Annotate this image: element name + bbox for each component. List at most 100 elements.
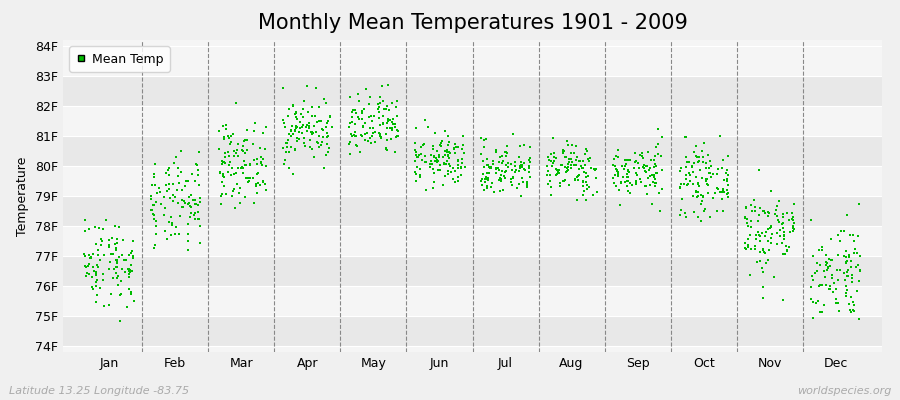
Point [607, 174, 621, 181]
Point [323, 113, 338, 120]
Point [147, 202, 161, 208]
Point [188, 200, 202, 207]
Point [703, 158, 717, 164]
Point [320, 134, 334, 140]
Point [568, 175, 582, 182]
Point [840, 273, 854, 280]
Point [495, 153, 509, 159]
Point [158, 228, 172, 234]
Point [162, 219, 176, 226]
Point [691, 158, 706, 165]
Point [386, 120, 400, 127]
Point [698, 165, 713, 172]
Point [691, 214, 706, 221]
Point [229, 100, 243, 106]
Point [632, 164, 646, 171]
Point [742, 232, 757, 239]
Point [480, 175, 494, 182]
Point [456, 132, 471, 139]
Point [821, 264, 835, 270]
Point [786, 214, 800, 220]
Point [696, 153, 710, 160]
Point [104, 235, 119, 242]
Point [408, 169, 422, 175]
Point [94, 257, 108, 263]
Point [614, 179, 628, 185]
Point [184, 192, 199, 198]
Point [433, 167, 447, 173]
Point [833, 267, 848, 274]
Point [554, 162, 569, 168]
Point [560, 138, 574, 144]
Point [677, 181, 691, 188]
Point [296, 106, 310, 112]
Point [759, 229, 773, 236]
Point [281, 136, 295, 143]
Point [310, 139, 324, 145]
Point [829, 286, 843, 292]
Point [413, 150, 428, 157]
Point [447, 141, 462, 148]
Point [358, 119, 373, 126]
Point [752, 233, 767, 240]
Point [752, 212, 767, 218]
Point [563, 156, 578, 162]
Point [148, 182, 162, 188]
Point [188, 178, 202, 184]
Point [549, 172, 563, 178]
Point [558, 164, 572, 170]
Point [424, 151, 438, 158]
Point [165, 220, 179, 226]
Point [744, 202, 759, 208]
Point [776, 251, 790, 257]
Point [228, 205, 242, 211]
Point [635, 150, 650, 156]
Point [844, 279, 859, 285]
Text: worldspecies.org: worldspecies.org [796, 386, 891, 396]
Point [148, 242, 162, 248]
Point [238, 175, 253, 181]
Point [360, 130, 374, 136]
Point [546, 159, 561, 166]
Point [351, 114, 365, 120]
Point [716, 156, 730, 163]
Point [373, 114, 387, 121]
Point [148, 223, 163, 229]
Point [653, 153, 668, 160]
Point [456, 150, 471, 156]
Point [649, 144, 663, 150]
Point [700, 180, 715, 187]
Point [294, 124, 309, 130]
Point [365, 132, 380, 139]
Point [81, 263, 95, 269]
Point [828, 300, 842, 306]
Point [230, 147, 244, 153]
Point [228, 171, 242, 178]
Point [95, 270, 110, 277]
Point [580, 186, 594, 192]
Point [643, 182, 657, 188]
Point [125, 248, 140, 254]
Point [212, 170, 227, 176]
Point [679, 134, 693, 140]
Point [373, 122, 387, 129]
Point [574, 163, 589, 169]
Point [322, 145, 337, 152]
Point [356, 123, 370, 130]
Point [104, 251, 118, 258]
Point [451, 165, 465, 171]
Point [375, 112, 390, 119]
Point [309, 129, 323, 136]
Point [215, 161, 230, 168]
Point [561, 167, 575, 173]
Point [674, 165, 688, 172]
Point [696, 192, 710, 199]
Point [847, 250, 861, 256]
Point [237, 158, 251, 164]
Point [758, 210, 772, 217]
Point [647, 172, 662, 179]
Point [193, 239, 207, 246]
Point [122, 266, 137, 272]
Point [221, 152, 236, 159]
Point [775, 221, 789, 227]
